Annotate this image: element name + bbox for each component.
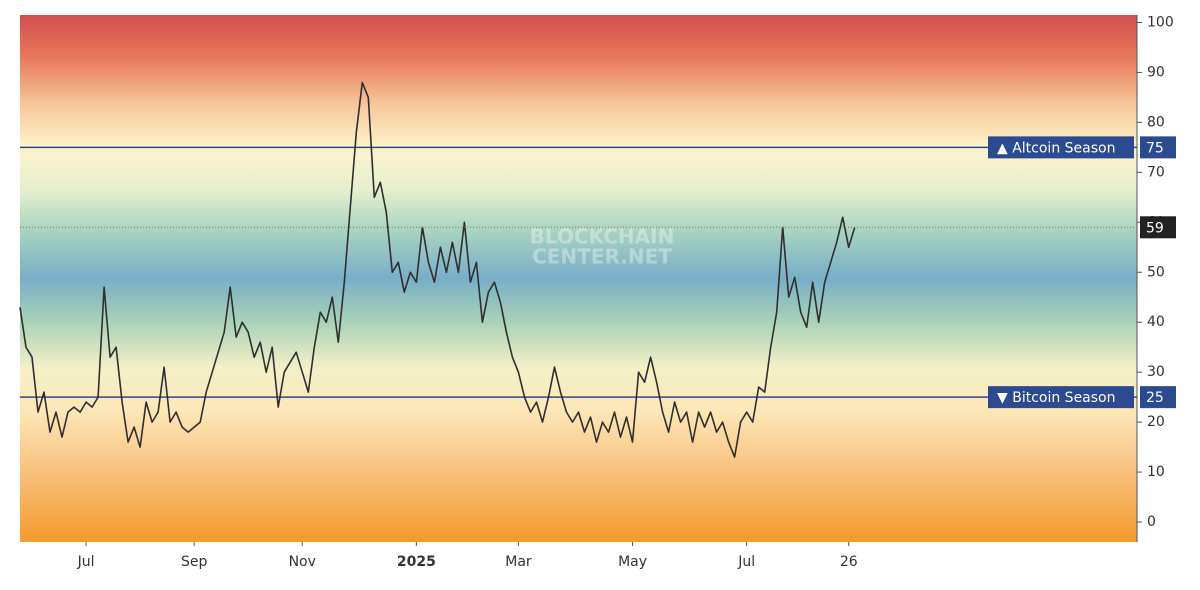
y-tick-label: 90: [1147, 64, 1165, 80]
reference-label: ▲ Altcoin Season: [997, 140, 1115, 156]
x-tick-label: 2025: [397, 554, 436, 570]
reference-label-box: [988, 386, 1134, 409]
watermark-text: BLOCKCHAIN: [530, 225, 675, 249]
reference-value: 75: [1146, 140, 1164, 156]
last-value-label: 59: [1146, 220, 1164, 236]
x-tick-label: 26: [840, 554, 858, 570]
x-tick-label: Nov: [289, 554, 316, 570]
y-tick-label: 100: [1147, 14, 1174, 30]
y-tick-label: 40: [1147, 314, 1165, 330]
y-tick-label: 50: [1147, 264, 1165, 280]
last-value-box: [1140, 216, 1176, 239]
reference-value-box: [1140, 386, 1176, 409]
x-tick-label: Jul: [77, 554, 95, 570]
reference-label-box: [988, 136, 1134, 159]
y-tick-label: 10: [1147, 464, 1165, 480]
y-tick-label: 70: [1147, 164, 1165, 180]
reference-label: ▼ Bitcoin Season: [997, 390, 1116, 406]
y-tick-label: 30: [1147, 364, 1165, 380]
watermark-text: CENTER.NET: [532, 245, 672, 269]
x-tick-label: Jul: [737, 554, 755, 570]
reference-value-box: [1140, 136, 1176, 159]
y-tick-label: 80: [1147, 114, 1165, 130]
x-tick-label: May: [618, 554, 647, 570]
reference-value: 25: [1146, 390, 1164, 406]
x-tick-label: Sep: [181, 554, 208, 570]
y-tick-label: 0: [1147, 514, 1156, 530]
x-tick-label: Mar: [505, 554, 532, 570]
y-tick-label: 20: [1147, 414, 1165, 430]
series-line: [19, 81, 856, 458]
plot-background: [20, 15, 1137, 542]
